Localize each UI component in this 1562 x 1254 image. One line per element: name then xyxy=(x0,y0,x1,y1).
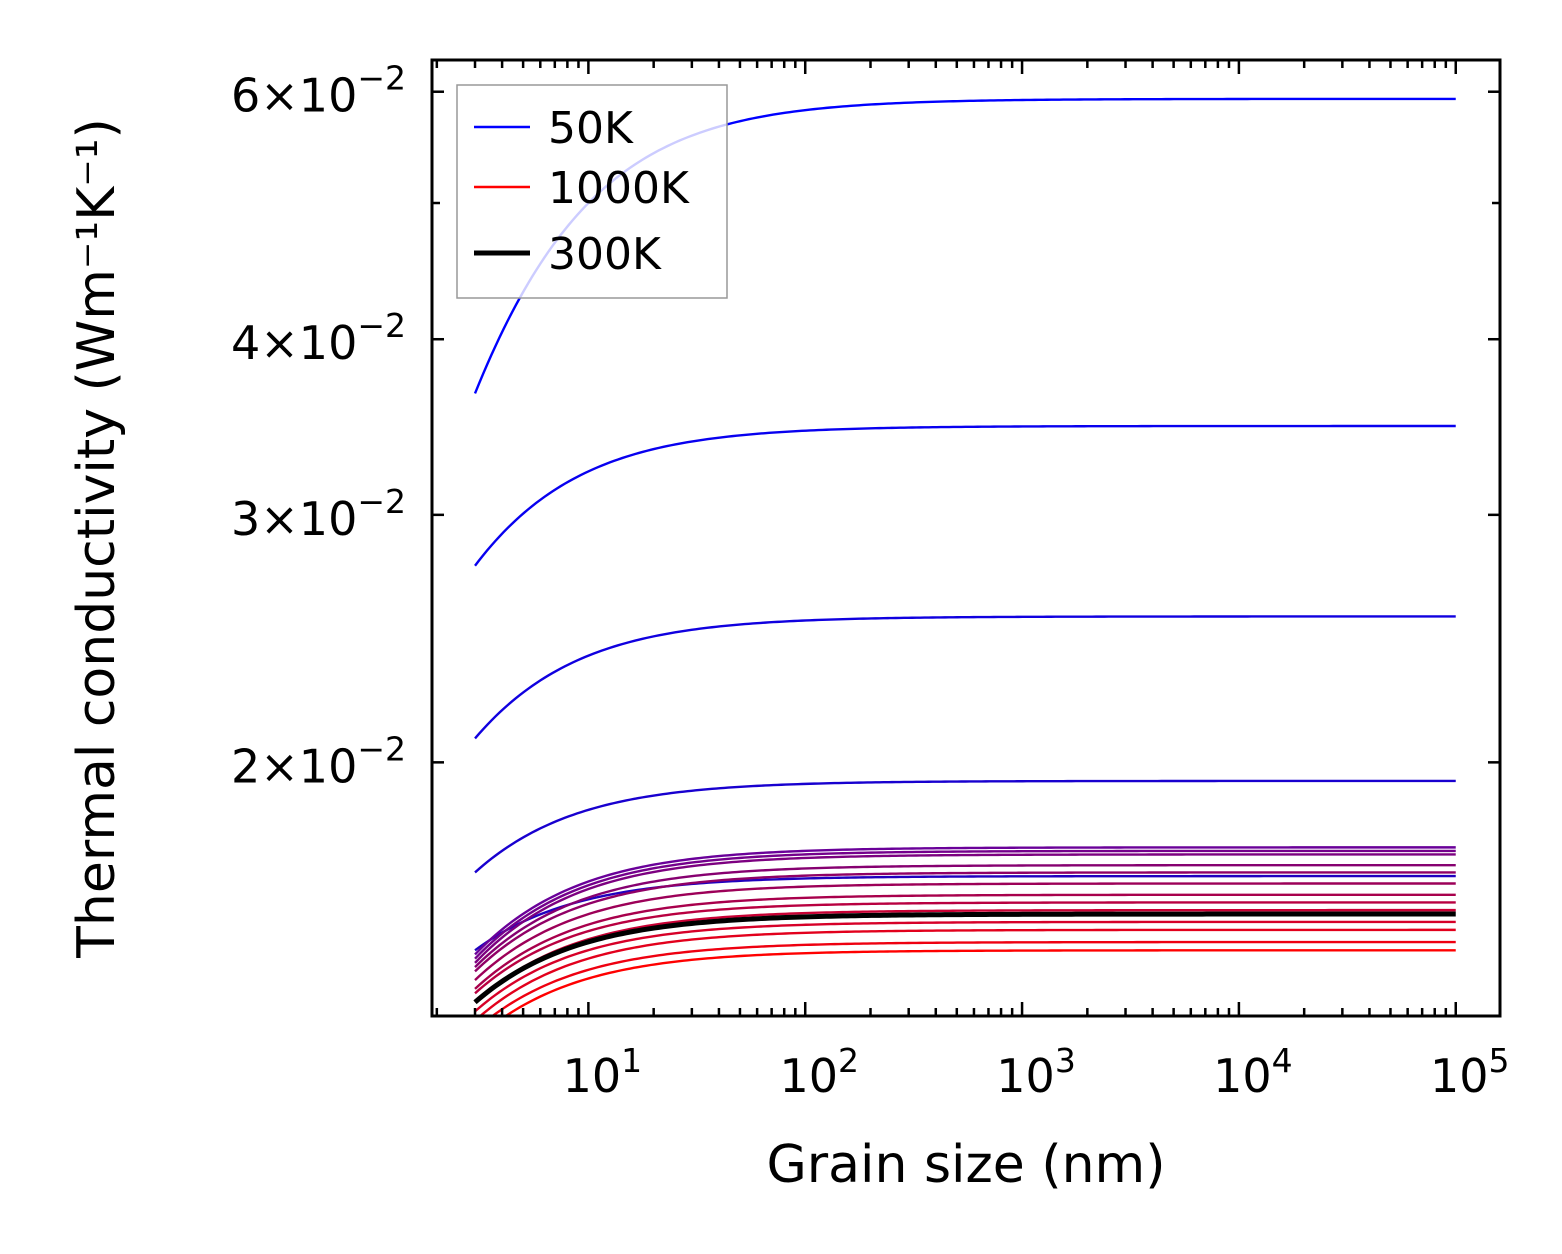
series-line-t16 xyxy=(478,928,1456,1016)
series-line-t17 xyxy=(490,940,1456,1016)
legend-label-50k: 50K xyxy=(548,103,634,154)
y-tick-label: 4×10−2 xyxy=(231,306,406,370)
series-line-t13 xyxy=(474,901,1456,995)
x-tick-label: 105 xyxy=(1430,1041,1510,1103)
series-line-1000k xyxy=(503,949,1456,1016)
y-tick-label: 6×10−2 xyxy=(231,59,406,123)
series-line-t12 xyxy=(474,893,1456,990)
series-line-t3 xyxy=(474,615,1456,740)
plot-frame xyxy=(430,58,1502,1018)
x-tick-label: 103 xyxy=(996,1041,1076,1103)
legend-label-300k: 300K xyxy=(548,229,662,280)
legend: 50K 1000K 300K xyxy=(456,84,728,299)
x-tick-label: 102 xyxy=(779,1041,859,1103)
series-line-300k xyxy=(473,911,1456,1005)
series-line-t5 xyxy=(474,874,1456,952)
series-line-t9 xyxy=(474,863,1456,968)
x-tick-label: 104 xyxy=(1213,1041,1293,1103)
series-group xyxy=(473,97,1456,1016)
series-line-t6 xyxy=(474,846,1456,956)
x-tick-labels: 101 102 103 104 105 xyxy=(563,1041,1510,1103)
series-line-t15 xyxy=(474,920,1456,1013)
x-tick-label: 101 xyxy=(563,1041,643,1103)
legend-box xyxy=(456,84,728,299)
x-axis-label: Grain size (nm) xyxy=(766,1135,1165,1195)
y-tick-labels: 2×10−2 3×10−2 4×10−2 6×10−2 xyxy=(231,59,406,794)
y-tick-label: 2×10−2 xyxy=(231,729,406,793)
series-line-t2 xyxy=(474,424,1456,567)
series-line-t8 xyxy=(474,853,1456,964)
series-line-t14 xyxy=(474,908,1456,1004)
series-line-t7 xyxy=(474,849,1456,960)
series-line-t10 xyxy=(474,871,1456,973)
y-tick-label: 3×10−2 xyxy=(231,482,406,546)
legend-label-1000k: 1000K xyxy=(548,163,690,214)
series-line-t11 xyxy=(474,882,1456,981)
y-axis-label: Thermal conductivity (Wm⁻¹K⁻¹) xyxy=(67,118,127,959)
series-line-t4 xyxy=(474,779,1456,874)
